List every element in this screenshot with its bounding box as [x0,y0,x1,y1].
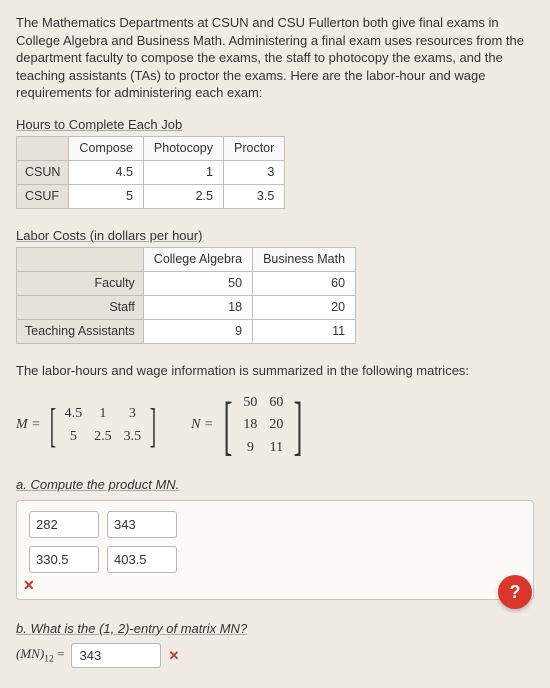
matrix-m-label: M = [16,416,41,435]
cell: 11 [253,320,356,344]
n-cell: 20 [269,416,283,435]
row-label: Teaching Assistants [17,320,144,344]
matrix-n: N = [ 50 60 18 20 9 11 ] [191,394,309,459]
cell: 4.5 [69,161,144,185]
right-bracket-icon: ] [150,404,156,447]
n-cell: 11 [269,439,283,458]
costs-table-title: Labor Costs (in dollars per hour) [16,227,534,245]
hours-table-title: Hours to Complete Each Job [16,116,534,134]
col-header: Proctor [224,137,285,161]
col-header: Compose [69,137,144,161]
help-button[interactable]: ? [498,575,532,609]
table-row: Teaching Assistants 9 11 [17,320,356,344]
cell: 5 [69,185,144,209]
m-cell: 1 [94,405,112,424]
n-cell: 9 [243,439,257,458]
cell: 3.5 [224,185,285,209]
table-row: Staff 18 20 [17,296,356,320]
left-bracket-icon: [ [49,404,55,447]
row-label: Faculty [17,272,144,296]
cell: 1 [143,161,223,185]
equals-sign: = [57,646,64,661]
mn-subscript: 12 [44,654,54,665]
costs-table: College Algebra Business Math Faculty 50… [16,247,356,344]
cell: 50 [143,272,252,296]
cell: 2.5 [143,185,223,209]
problem-intro: The Mathematics Departments at CSUN and … [16,14,534,102]
table-corner [17,248,144,272]
cell: 18 [143,296,252,320]
col-header: College Algebra [143,248,252,272]
cell: 3 [224,161,285,185]
matrix-m: M = [ 4.5 1 3 5 2.5 3.5 ] [16,404,161,447]
matrices-display: M = [ 4.5 1 3 5 2.5 3.5 ] N = [ 50 60 18… [16,394,534,459]
hours-table: Compose Photocopy Proctor CSUN 4.5 1 3 C… [16,136,285,209]
matrix-n-label: N = [191,416,213,435]
row-label: CSUN [17,161,69,185]
m-cell: 3 [124,405,142,424]
mn12-input[interactable] [71,643,161,668]
table-row: CSUN 4.5 1 3 [17,161,285,185]
part-b-label: b. What is the (1, 2)-entry of matrix MN… [16,620,534,638]
row-label: Staff [17,296,144,320]
table-row: Faculty 50 60 [17,272,356,296]
cell: 60 [253,272,356,296]
col-header: Business Math [253,248,356,272]
mn-lhs: (MN) [16,646,44,661]
n-cell: 50 [243,394,257,413]
mn-cell-input[interactable] [29,511,99,538]
col-header: Photocopy [143,137,223,161]
m-cell: 2.5 [94,428,112,447]
cell: 20 [253,296,356,320]
m-cell: 3.5 [124,428,142,447]
table-row: CSUF 5 2.5 3.5 [17,185,285,209]
matrices-summary: The labor-hours and wage information is … [16,362,534,380]
mn-cell-input[interactable] [29,546,99,573]
mn-cell-input[interactable] [107,546,177,573]
left-bracket-icon: [ [224,396,233,455]
m-cell: 5 [65,428,83,447]
part-a-label: a. Compute the product MN. [16,476,534,494]
right-bracket-icon: ] [294,396,303,455]
m-cell: 4.5 [65,405,83,424]
wrong-icon: ✕ [169,647,180,665]
cell: 9 [143,320,252,344]
wrong-icon: ✕ [23,576,35,595]
mn-cell-input[interactable] [107,511,177,538]
n-cell: 18 [243,416,257,435]
part-b-answer: (MN)12 = ✕ [16,643,534,668]
table-corner [17,137,69,161]
part-a-answer-box: ✕ [16,500,534,600]
row-label: CSUF [17,185,69,209]
n-cell: 60 [269,394,283,413]
